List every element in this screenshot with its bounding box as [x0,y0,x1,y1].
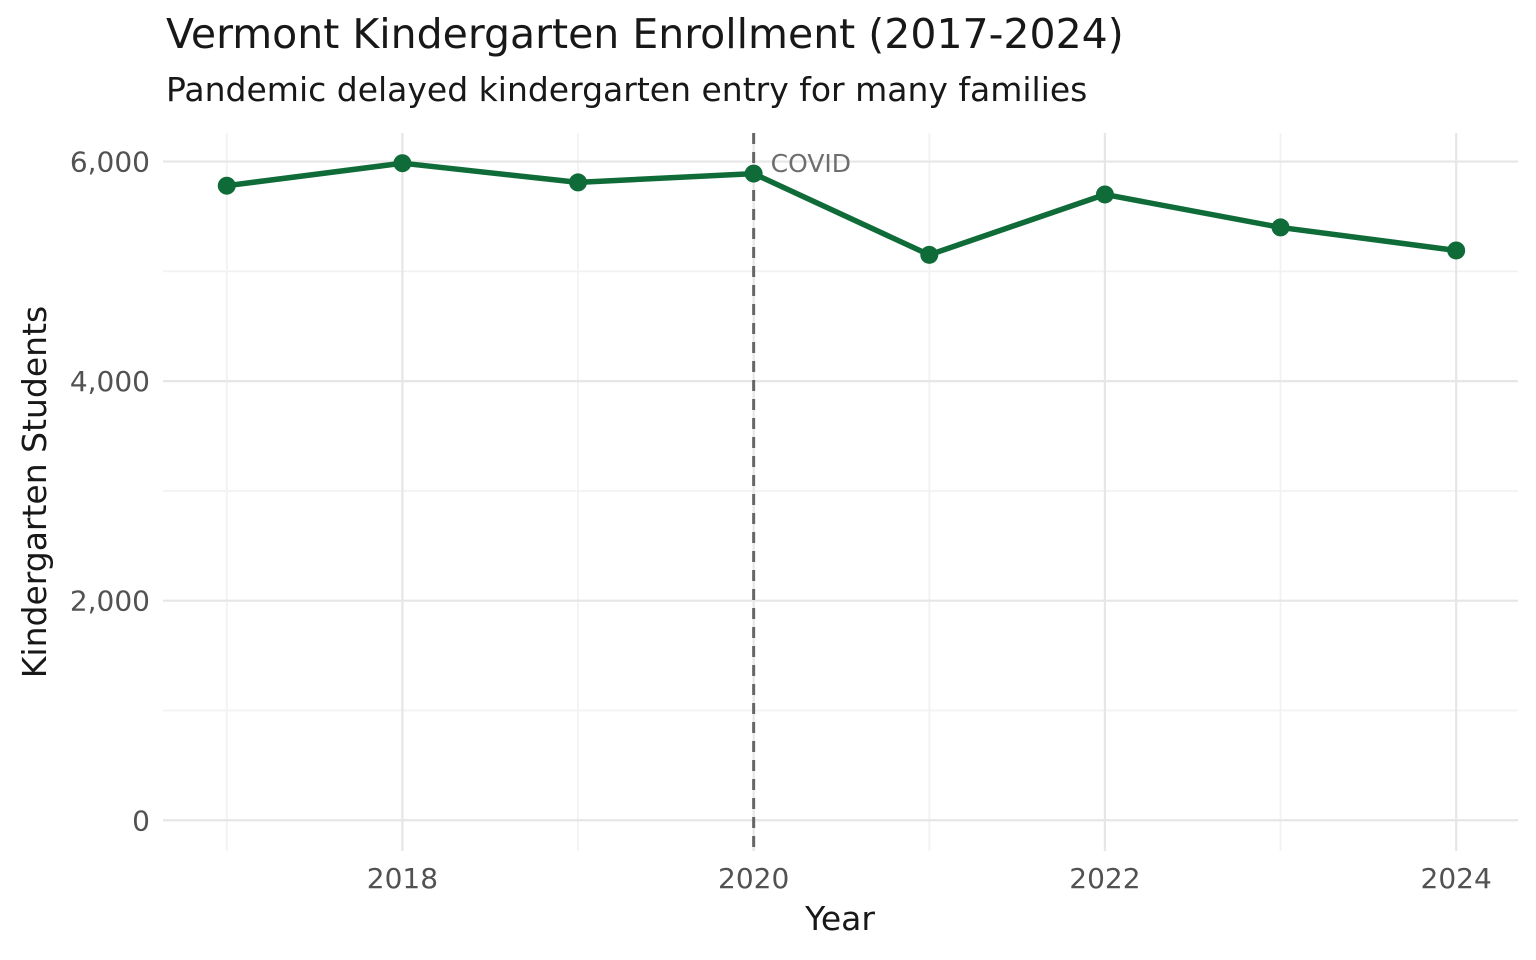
gridlines-minor [163,133,1518,851]
x-tick-label: 2020 [718,862,789,895]
x-tick-label: 2018 [367,862,438,895]
y-tick-label: 6,000 [70,146,150,179]
data-point [1095,185,1114,204]
covid-annotation-label: COVID [771,149,851,178]
gridlines-major [163,133,1518,851]
x-axis-title: Year [804,899,875,938]
enrollment-series [217,154,1466,264]
y-tick-label: 4,000 [70,365,150,398]
x-tick-label: 2024 [1421,862,1492,895]
axis-tick-labels: 0 2,000 4,000 6,000 2018 2020 2022 2024 [70,146,1492,895]
chart-title: Vermont Kindergarten Enrollment (2017-20… [166,10,1124,58]
data-point [744,164,763,183]
chart-subtitle: Pandemic delayed kindergarten entry for … [166,70,1087,109]
data-point [920,245,939,264]
y-tick-label: 2,000 [70,585,150,618]
y-axis-title: Kindergarten Students [15,306,54,678]
covid-annotation-layer: COVID [771,149,851,178]
data-point [569,173,588,192]
x-tick-label: 2022 [1069,862,1140,895]
data-point [217,176,236,195]
y-tick-label: 0 [132,804,150,837]
enrollment-line [224,160,1459,258]
data-point [393,154,412,173]
data-point [1271,218,1290,237]
data-point [1447,241,1466,260]
